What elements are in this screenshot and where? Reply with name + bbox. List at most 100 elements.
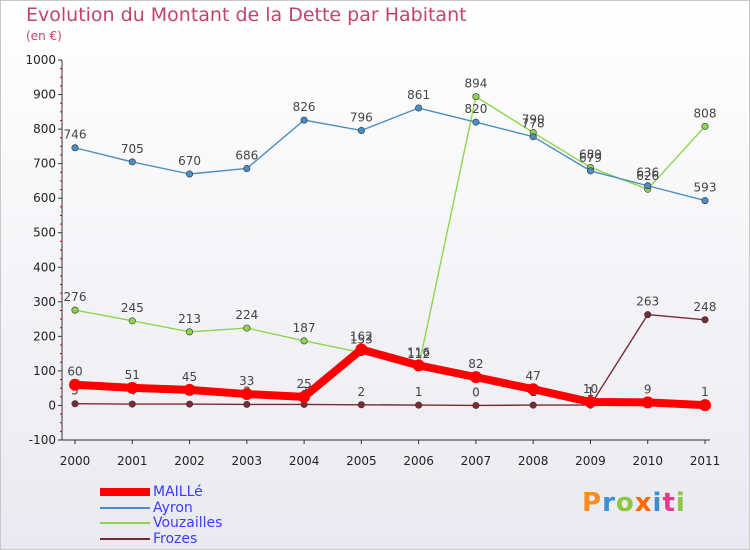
data-label: 826 (293, 100, 316, 114)
y-tick-label: 900 (33, 88, 56, 102)
data-label: 820 (464, 102, 487, 116)
data-label: 796 (350, 110, 373, 124)
data-point (357, 126, 365, 134)
data-label: 45 (182, 370, 197, 384)
data-point (357, 401, 365, 409)
data-label: 245 (121, 301, 144, 315)
data-label: 790 (522, 113, 545, 127)
data-label: 689 (579, 147, 602, 161)
data-point (586, 167, 594, 175)
data-point (186, 400, 194, 408)
y-tick-label: 200 (33, 329, 56, 343)
y-tick-label: 400 (33, 260, 56, 274)
data-label: 2 (358, 385, 366, 399)
legend-label-frozes: Frozes (153, 530, 198, 547)
data-point (472, 118, 480, 126)
x-tick-label: 2007 (461, 454, 492, 468)
data-point (186, 170, 194, 178)
y-tick-label: 600 (33, 191, 56, 205)
data-point (243, 164, 251, 172)
legend-label-maille: MAILLé (153, 484, 203, 500)
x-tick-label: 2011 (690, 454, 721, 468)
x-tick-label: 2008 (518, 454, 549, 468)
logo-letter: i (652, 488, 663, 518)
y-tick-label: 300 (33, 295, 56, 309)
x-tick-label: 2005 (346, 454, 377, 468)
data-label: 670 (178, 154, 201, 168)
data-point (240, 388, 253, 401)
data-point (699, 399, 711, 412)
data-label: 112 (407, 347, 430, 361)
legend-swatch-vouzailles (100, 522, 150, 524)
logo-letter: r (602, 488, 616, 518)
data-label: 1 (415, 385, 423, 399)
data-point (71, 144, 79, 152)
data-label: 116 (407, 345, 430, 359)
x-tick-label: 2004 (289, 454, 320, 468)
data-point (126, 381, 139, 394)
data-point (128, 400, 136, 408)
logo-letter: P (582, 488, 603, 518)
data-label: 82 (468, 357, 483, 371)
data-point (243, 324, 251, 332)
data-label: 808 (694, 106, 717, 120)
data-label: 224 (235, 308, 258, 322)
data-point (71, 400, 79, 408)
y-tick-label: 500 (33, 226, 56, 240)
logo-letter: t (662, 488, 676, 518)
data-point (701, 122, 709, 130)
x-tick-label: 2010 (632, 454, 663, 468)
data-point (415, 104, 423, 112)
x-tick-label: 2009 (575, 454, 606, 468)
data-point (644, 182, 652, 190)
proxiti-logo: Proxiti (582, 488, 686, 518)
data-label: 9 (644, 382, 652, 396)
logo-letter: i (675, 488, 686, 518)
legend-swatch-frozes (100, 537, 150, 540)
data-point (69, 378, 81, 391)
data-label: 187 (293, 321, 316, 335)
data-label: 0 (472, 385, 480, 399)
data-point (128, 158, 136, 166)
data-point (298, 390, 311, 403)
data-point (186, 328, 194, 336)
data-point (529, 133, 537, 141)
data-label: 1 (587, 385, 595, 399)
data-label: 47 (526, 369, 541, 383)
data-point (243, 400, 251, 408)
data-point (644, 311, 652, 319)
data-point (701, 197, 709, 205)
data-point (527, 383, 540, 396)
data-label: 153 (350, 333, 373, 347)
y-tick-label: 0 (48, 398, 56, 412)
y-tick-label: 700 (33, 157, 56, 171)
y-tick-label: -100 (29, 433, 56, 447)
data-label: 686 (235, 148, 258, 162)
data-point (300, 337, 308, 345)
y-unit-label: (en €) (26, 29, 62, 43)
data-point (71, 306, 79, 314)
legend-label-vouzailles: Vouzailles (153, 515, 223, 531)
data-point (529, 401, 537, 409)
data-point (355, 343, 368, 356)
data-point (701, 316, 709, 324)
series-line (74, 313, 706, 407)
data-label: 593 (694, 181, 717, 195)
x-tick-label: 2001 (117, 454, 148, 468)
data-point (412, 359, 425, 372)
data-point (300, 116, 308, 124)
data-label: 894 (464, 77, 487, 91)
data-point (469, 371, 482, 384)
data-label: 33 (239, 374, 254, 388)
series-line (74, 107, 706, 202)
x-tick-label: 2000 (60, 454, 91, 468)
data-point (584, 396, 597, 408)
series-line (71, 345, 709, 410)
x-tick-label: 2002 (174, 454, 205, 468)
legend-swatch-maille (100, 488, 150, 496)
x-tick-label: 2003 (232, 454, 263, 468)
y-tick-label: 100 (33, 364, 56, 378)
data-label: 25 (296, 377, 311, 391)
